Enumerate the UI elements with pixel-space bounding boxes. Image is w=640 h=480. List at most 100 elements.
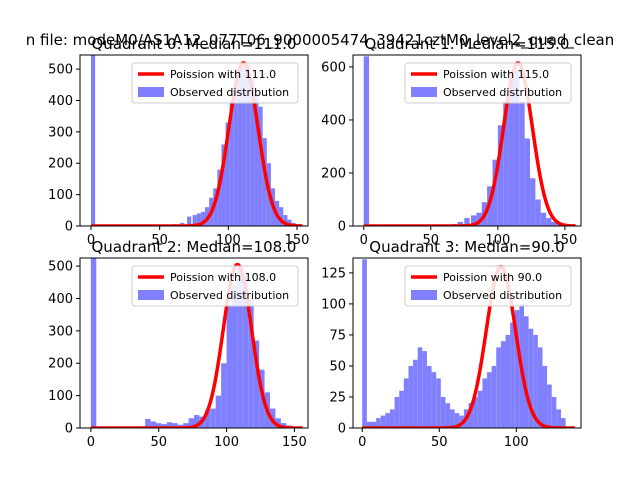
histogram-bar bbox=[232, 285, 238, 428]
y-tick-label: 500 bbox=[48, 63, 73, 78]
histogram-bar bbox=[210, 408, 216, 428]
histogram-bar bbox=[464, 218, 470, 226]
histogram-bar bbox=[491, 365, 497, 428]
histogram-bar bbox=[150, 421, 156, 428]
histogram-bar bbox=[196, 213, 201, 226]
legend: Poission with 90.0 Observed distribution bbox=[404, 265, 572, 307]
y-tick-label: 500 bbox=[48, 260, 73, 275]
histogram-bar bbox=[221, 144, 226, 226]
x-tick-label: 0 bbox=[87, 233, 95, 248]
histogram-bar bbox=[547, 384, 552, 428]
histogram-bar bbox=[503, 101, 509, 226]
histogram-bar bbox=[287, 219, 292, 226]
subplot-quadrant-0: 0 50 100 150 0 100 200 300 400 500 Quadrant 0: Med… bbox=[48, 35, 309, 248]
x-tick-label: 100 bbox=[485, 233, 510, 248]
x-tick-label: 50 bbox=[151, 233, 168, 248]
legend-box bbox=[404, 265, 572, 307]
y-tick-label: 200 bbox=[321, 166, 346, 181]
subplot-title: Quadrant 2: Median=108.0 bbox=[92, 238, 297, 256]
x-tick-label: 150 bbox=[552, 233, 577, 248]
histogram-bar bbox=[385, 413, 390, 428]
axes-frame bbox=[79, 54, 309, 227]
legend-hist-swatch bbox=[138, 87, 164, 97]
histogram-bar bbox=[145, 418, 151, 428]
histogram-bar bbox=[254, 94, 259, 226]
histogram-bar bbox=[204, 410, 211, 428]
histogram-bar bbox=[487, 372, 492, 428]
x-tick-label: 100 bbox=[216, 233, 241, 248]
y-tick-label: 25 bbox=[329, 390, 346, 405]
x-tick-label: 50 bbox=[150, 435, 167, 450]
histogram-bar bbox=[457, 222, 463, 226]
poisson-curve bbox=[89, 262, 304, 428]
histogram-bar bbox=[283, 215, 288, 226]
axes-frame bbox=[79, 257, 309, 429]
histogram-bar bbox=[246, 64, 251, 226]
histogram-bar bbox=[200, 211, 205, 226]
legend: Poission with 111.0 Observed distribution bbox=[131, 62, 299, 104]
histogram-bar bbox=[477, 390, 483, 428]
histogram-bar bbox=[161, 424, 167, 428]
histogram-bar bbox=[225, 122, 230, 226]
histogram-bar bbox=[166, 422, 173, 428]
legend: Poission with 115.0 Observed distribution bbox=[404, 62, 572, 104]
histogram-bar bbox=[436, 378, 441, 428]
legend-box bbox=[131, 265, 299, 307]
y-tick-label: 400 bbox=[321, 113, 346, 128]
legend-hist-swatch bbox=[411, 87, 437, 97]
histogram-bar bbox=[253, 340, 260, 428]
histogram-bar bbox=[187, 216, 192, 226]
y-tick-label: 600 bbox=[321, 60, 346, 75]
histogram-bar bbox=[431, 372, 437, 428]
legend: Poission with 108.0 Observed distribution bbox=[131, 265, 299, 307]
histogram-bar bbox=[237, 69, 243, 226]
y-tick-label: 400 bbox=[48, 292, 73, 307]
poisson-curve bbox=[361, 264, 576, 428]
histogram-bar bbox=[250, 78, 255, 226]
histogram-bar bbox=[226, 304, 232, 428]
histogram-bar bbox=[510, 322, 515, 428]
histogram-bar bbox=[237, 266, 243, 428]
histogram-bar bbox=[363, 56, 370, 226]
histogram-bar bbox=[530, 178, 536, 226]
histogram-bar bbox=[217, 169, 222, 226]
histogram-bar bbox=[221, 363, 227, 428]
y-tick-label: 100 bbox=[48, 188, 73, 203]
histogram-bar bbox=[275, 418, 281, 428]
legend-label-observed: Observed distribution bbox=[443, 86, 562, 99]
histogram-bar bbox=[556, 409, 561, 428]
histogram-bar bbox=[172, 423, 178, 428]
y-tick-label: 0 bbox=[338, 220, 346, 235]
y-tick-label: 50 bbox=[329, 359, 346, 374]
histogram-bar bbox=[371, 421, 377, 428]
y-tick-label: 400 bbox=[48, 94, 73, 109]
histogram-bar bbox=[229, 100, 234, 226]
histogram-bar bbox=[528, 328, 534, 428]
histogram-bar bbox=[215, 395, 222, 428]
poisson-curve bbox=[362, 61, 577, 226]
histogram-bar bbox=[450, 409, 455, 428]
histogram-bar bbox=[90, 258, 97, 428]
histogram-bar bbox=[524, 316, 529, 428]
histogram-bar bbox=[192, 215, 197, 226]
legend-label-poisson: Poission with 90.0 bbox=[443, 271, 542, 284]
y-tick-label: 200 bbox=[48, 157, 73, 172]
legend-box bbox=[404, 62, 572, 104]
histogram-bar bbox=[524, 138, 531, 226]
histogram-bar bbox=[422, 351, 427, 428]
histogram-bar bbox=[445, 403, 451, 428]
histogram-bar bbox=[156, 423, 162, 428]
legend-box bbox=[131, 62, 299, 104]
histogram-bar bbox=[535, 199, 541, 226]
histogram-bar bbox=[242, 275, 249, 428]
histogram-bar bbox=[496, 347, 501, 428]
y-tick-label: 0 bbox=[338, 422, 346, 437]
histogram-bar bbox=[426, 365, 432, 428]
histogram-bar bbox=[233, 84, 238, 226]
histogram-bar bbox=[440, 396, 446, 428]
histogram-bar bbox=[242, 65, 247, 226]
histogram-bar bbox=[500, 341, 506, 428]
y-tick-label: 100 bbox=[48, 389, 73, 404]
subplot-quadrant-2: 0 50 100 150 0 100 200 300 400 500 Quadrant 2: Med… bbox=[48, 238, 309, 450]
